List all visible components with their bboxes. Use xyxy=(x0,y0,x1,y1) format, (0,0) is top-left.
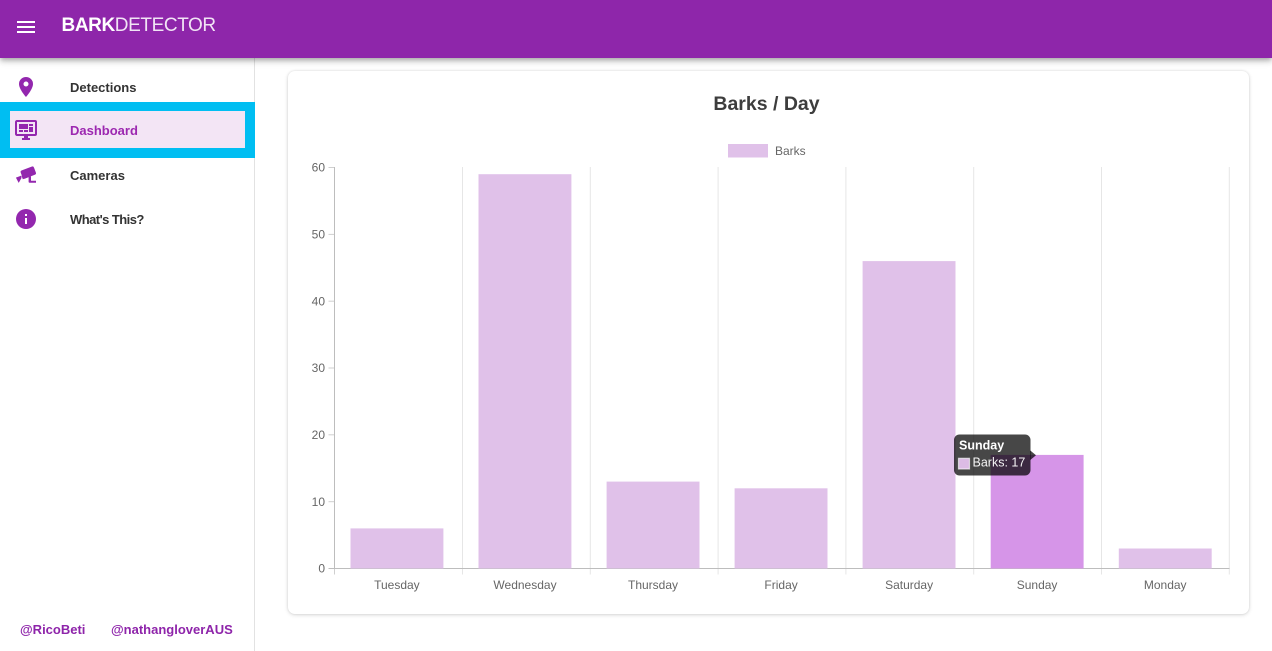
svg-text:Sunday: Sunday xyxy=(1017,578,1058,592)
svg-text:Wednesday: Wednesday xyxy=(493,578,556,592)
svg-text:10: 10 xyxy=(312,495,326,509)
svg-text:Barks: 17: Barks: 17 xyxy=(973,456,1026,470)
svg-text:Saturday: Saturday xyxy=(885,578,933,592)
svg-text:0: 0 xyxy=(318,562,325,576)
svg-text:Friday: Friday xyxy=(764,578,797,592)
svg-text:Sunday: Sunday xyxy=(959,439,1004,453)
svg-text:50: 50 xyxy=(312,228,326,242)
svg-text:Tuesday: Tuesday xyxy=(374,578,420,592)
svg-text:60: 60 xyxy=(312,161,326,175)
svg-text:20: 20 xyxy=(312,428,326,442)
svg-text:Barks / Day: Barks / Day xyxy=(713,93,819,115)
svg-text:40: 40 xyxy=(312,294,326,308)
svg-text:Barks: Barks xyxy=(775,144,806,158)
svg-text:Monday: Monday xyxy=(1144,578,1187,592)
svg-text:30: 30 xyxy=(312,361,326,375)
svg-text:Thursday: Thursday xyxy=(628,578,678,592)
